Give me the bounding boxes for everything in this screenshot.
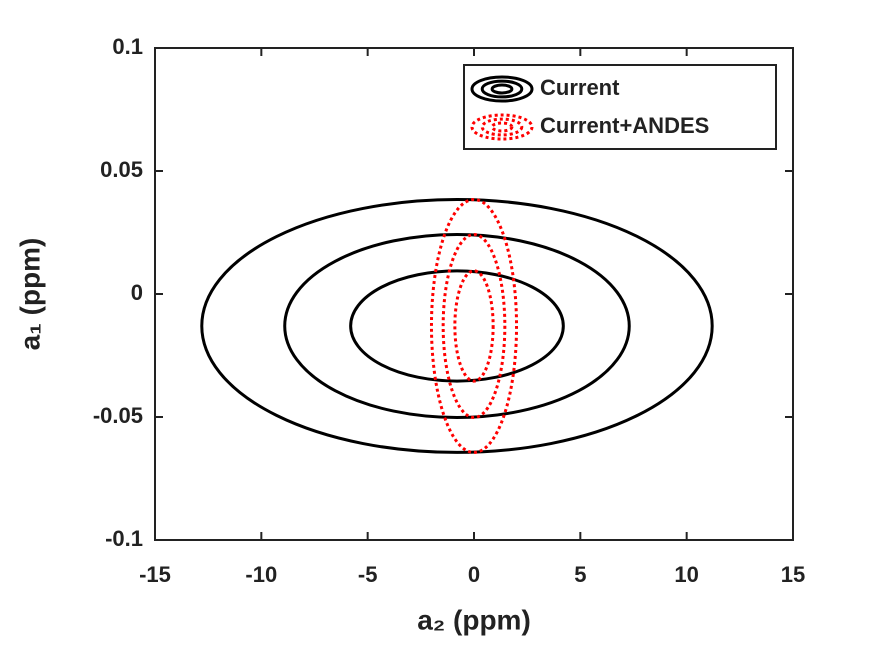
y-tick-label: 0.1 (112, 34, 143, 59)
x-axis-label: a₂ (ppm) (417, 604, 531, 635)
y-tick-label: 0 (131, 280, 143, 305)
legend-icon (480, 117, 524, 137)
legend-icon (470, 113, 534, 141)
contour-ellipse (453, 269, 495, 383)
x-tick-label: 10 (674, 562, 698, 587)
contour-ellipse (441, 232, 507, 419)
x-tick-label: -15 (139, 562, 171, 587)
legend-icon (470, 75, 534, 103)
x-tick-label: 5 (574, 562, 586, 587)
contour-ellipse (429, 198, 519, 454)
contour-ellipse (349, 269, 565, 383)
legend-icon (490, 121, 514, 133)
x-tick-label: -10 (245, 562, 277, 587)
y-tick-label: -0.1 (105, 526, 143, 551)
legend-icon (480, 79, 524, 99)
x-tick-label: -5 (358, 562, 378, 587)
y-axis-label: a₁ (ppm) (14, 238, 45, 351)
plot-frame (154, 47, 794, 541)
legend: Current Current+ANDES (463, 64, 777, 150)
contour-ellipse (200, 198, 714, 454)
legend-label: Current (540, 75, 620, 100)
y-tick-label: 0.05 (100, 157, 143, 182)
contour-ellipse (283, 232, 631, 419)
x-tick-label: 0 (468, 562, 480, 587)
legend-label: Current+ANDES (540, 113, 709, 138)
legend-icon (490, 83, 514, 95)
x-tick-label: 15 (781, 562, 805, 587)
y-tick-label: -0.05 (93, 403, 143, 428)
